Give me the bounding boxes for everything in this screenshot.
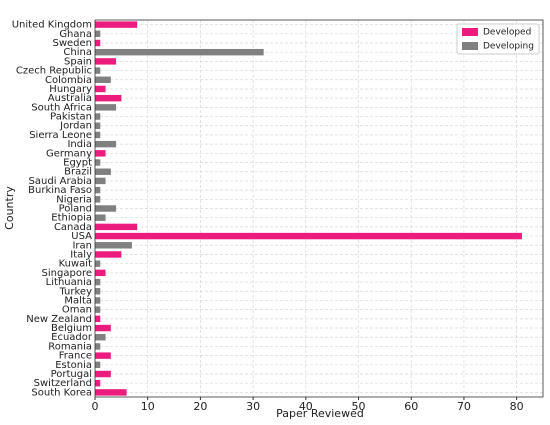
bar (95, 315, 101, 323)
bar (95, 131, 101, 139)
bar (95, 94, 122, 102)
y-tick-label: Australia (48, 93, 92, 104)
bar (95, 159, 101, 166)
y-tick-label: USA (71, 231, 92, 242)
bar (95, 324, 111, 332)
bar (95, 370, 111, 378)
bar (95, 67, 101, 74)
y-tick-label: France (59, 351, 92, 362)
bar (95, 150, 106, 157)
legend-swatch (462, 28, 478, 36)
y-tick-label: Nigeria (56, 194, 92, 205)
bar (95, 297, 101, 304)
bar (95, 196, 101, 203)
y-tick-label: Germany (46, 148, 92, 159)
bar (95, 30, 101, 38)
y-tick-label: South Korea (31, 387, 92, 398)
y-tick-label: Ethiopia (51, 213, 92, 224)
legend-label: Developed (483, 28, 531, 38)
y-tick-label: United Kingdom (12, 20, 92, 31)
bar (95, 223, 138, 231)
y-tick-label: Burkina Faso (28, 185, 92, 196)
bar (95, 352, 111, 359)
y-tick-label: China (63, 47, 92, 58)
bar (95, 278, 101, 286)
y-tick-label: Ecuador (51, 332, 93, 343)
bar (95, 21, 138, 28)
legend-label: Developing (483, 42, 534, 52)
bar (95, 251, 122, 258)
y-tick-label: Romania (48, 341, 92, 352)
y-tick-label: Singapore (42, 268, 92, 279)
bar (95, 306, 101, 313)
y-tick-label: Portugal (51, 369, 92, 380)
y-tick-label: India (67, 139, 92, 150)
bar (95, 242, 132, 249)
bar (95, 168, 111, 175)
bar (95, 140, 117, 148)
y-tick-label: Sweden (52, 38, 92, 49)
y-tick-label: Saudi Arabia (29, 176, 92, 187)
x-tick-label: 30 (246, 400, 260, 413)
y-tick-label: Ghana (59, 29, 92, 40)
bar (95, 85, 106, 93)
y-tick-label: Belgium (51, 323, 92, 334)
bar (95, 214, 106, 221)
bar (95, 343, 101, 350)
x-tick-label: 50 (352, 400, 366, 413)
y-tick-label: Canada (54, 222, 92, 233)
bar (95, 58, 117, 65)
bar (95, 288, 101, 295)
x-tick-label: 0 (92, 400, 99, 413)
y-tick-label: Iran (72, 240, 92, 251)
y-tick-label: Egypt (63, 158, 92, 169)
x-tick-label: 80 (510, 400, 524, 413)
bar (95, 361, 101, 369)
bar (95, 389, 127, 396)
y-tick-label: Czech Republic (16, 66, 92, 77)
y-tick-label: South Africa (31, 102, 92, 113)
bar (95, 39, 101, 47)
bar (95, 113, 101, 120)
x-axis-label: Paper Reviewed (276, 407, 364, 420)
bar (95, 232, 522, 240)
bar (95, 269, 106, 277)
x-tick-label: 10 (141, 400, 155, 413)
y-tick-label: Poland (59, 204, 92, 215)
y-tick-label: Colombia (45, 75, 92, 86)
y-tick-label: Lithuania (46, 277, 92, 288)
bar (95, 205, 117, 212)
bar (95, 177, 106, 185)
x-tick-label: 20 (193, 400, 207, 413)
x-tick-label: 70 (457, 400, 471, 413)
plot-frame (94, 19, 544, 398)
y-tick-label: Sierra Leone (29, 130, 92, 141)
y-tick-label: Malta (64, 295, 92, 306)
y-tick-label: Spain (64, 56, 92, 67)
y-tick-label: New Zealand (26, 314, 92, 325)
bar (95, 260, 101, 267)
bar (95, 122, 101, 129)
bar (95, 76, 111, 83)
y-tick-label: Pakistan (50, 112, 92, 123)
y-tick-label: Oman (62, 305, 92, 316)
y-tick-label: Brazil (64, 167, 92, 178)
x-tick-label: 60 (404, 400, 418, 413)
y-tick-label: Hungary (49, 84, 92, 95)
bar (95, 104, 117, 111)
y-tick-label: Estonia (55, 360, 92, 371)
bar (95, 186, 101, 194)
y-tick-label: Turkey (58, 286, 92, 297)
x-tick-label: 40 (299, 400, 313, 413)
bar (95, 379, 101, 387)
bar (95, 48, 264, 56)
y-tick-label: Italy (70, 249, 92, 260)
y-tick-label: Kuwait (59, 259, 92, 270)
legend-swatch (462, 42, 478, 50)
bar (95, 334, 106, 341)
y-tick-label: Switzerland (34, 378, 92, 389)
y-tick-label: Jordan (59, 121, 92, 132)
y-axis-label: Country (3, 186, 16, 230)
